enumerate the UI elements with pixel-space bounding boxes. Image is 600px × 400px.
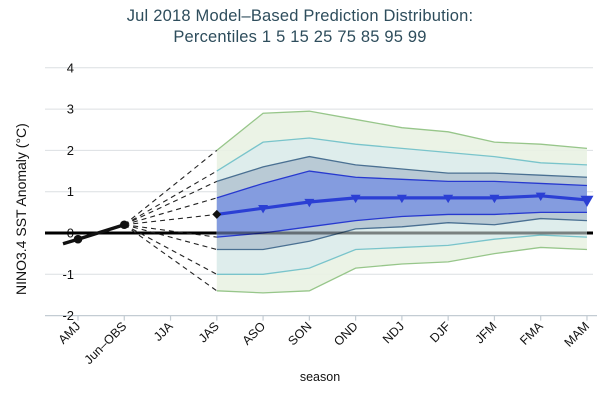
- band-5-95-lower-edge: [216, 234, 587, 275]
- band-15-85-lower-edge: [216, 217, 587, 251]
- fan-dash-p15: [124, 224, 217, 251]
- y-tick-label: 3: [67, 102, 74, 117]
- x-tick-label: Jun–OBS: [82, 319, 130, 367]
- band-25-75: [216, 171, 587, 238]
- fan-dash-p85: [124, 180, 218, 226]
- median-marker: [443, 194, 454, 204]
- x-tick-label: JJA: [151, 319, 176, 344]
- fan-dash-p75: [124, 197, 217, 226]
- x-tick-label: SON: [285, 319, 314, 348]
- observed-point: [73, 234, 83, 244]
- fan-dash-p95: [123, 170, 218, 226]
- band-15-85-upper-edge: [216, 155, 587, 182]
- x-tick-label: FMA: [517, 319, 546, 348]
- median-marker: [304, 198, 315, 208]
- observed-point: [119, 220, 129, 230]
- x-tick-label: OND: [331, 319, 361, 349]
- median-marker: [535, 192, 546, 202]
- fan-dash-median: [124, 213, 217, 226]
- median-marker: [489, 194, 500, 204]
- band-25-75-lower-edge: [216, 211, 587, 238]
- x-tick-label: AMJ: [56, 319, 84, 347]
- fan-dash-p99: [123, 149, 218, 226]
- fan-dash-p25: [124, 224, 217, 238]
- chart-title-line1: Jul 2018 Model–Based Prediction Distribu…: [126, 7, 474, 25]
- band-1-99-lower-edge: [216, 246, 587, 294]
- median-marker: [258, 205, 269, 214]
- fan-dash-p1: [123, 224, 218, 292]
- y-tick-label: 2: [67, 143, 74, 158]
- y-tick-label: 1: [67, 184, 74, 199]
- x-tick-label: MAM: [562, 319, 593, 350]
- x-tick-label: JAS: [196, 319, 222, 345]
- y-tick-label: -1: [62, 267, 74, 282]
- chart-title: Jul 2018 Model–Based Prediction Distribu…: [0, 6, 600, 48]
- y-tick-label: -2: [62, 308, 74, 323]
- x-axis-title: season: [299, 370, 341, 384]
- band-1-99-upper-edge: [216, 110, 588, 151]
- x-tick-label: ASO: [240, 319, 269, 348]
- forecast-start-marker: [212, 209, 222, 219]
- x-tick-label: JFM: [472, 319, 499, 346]
- band-5-95-upper-edge: [216, 137, 587, 172]
- median-marker: [396, 194, 407, 204]
- median-marker: [350, 194, 361, 204]
- median-marker-end: [580, 195, 594, 207]
- chart-title-line2: Percentiles 1 5 15 25 75 85 95 99: [173, 28, 427, 46]
- x-tick-label: DJF: [427, 319, 453, 345]
- y-axis-title: NINO3.4 SST Anomaly (°C): [13, 123, 29, 295]
- band-25-75-upper-edge: [216, 170, 587, 199]
- x-tick-label: NDJ: [380, 319, 407, 346]
- y-tick-label: 4: [67, 60, 74, 75]
